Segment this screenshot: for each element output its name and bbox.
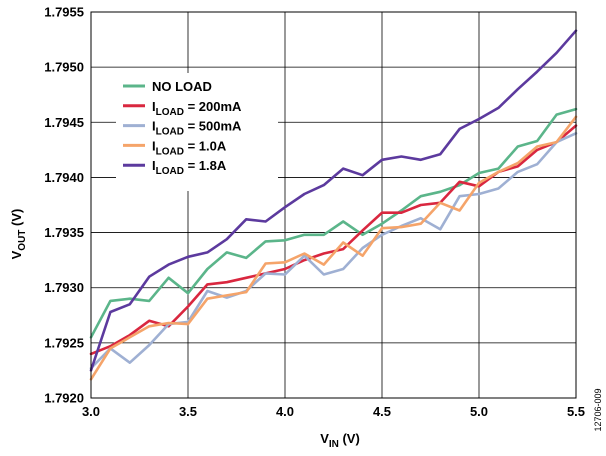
x-tick-label: 3.0 (82, 404, 100, 419)
legend-label-0: NO LOAD (152, 79, 212, 94)
legend-label-sub: LOAD (156, 166, 184, 177)
y-axis-label-tail: (V) (9, 209, 24, 230)
legend-label-main: I (152, 158, 156, 173)
series-line-0 (89, 107, 578, 339)
legend-label-3: ILOAD = 1.0A (152, 138, 227, 157)
grid-lines (90, 11, 577, 399)
figure-id: 12706-009 (593, 388, 603, 431)
x-tick-label: 3.5 (179, 404, 197, 419)
series-line-4 (89, 29, 578, 372)
x-tick-label: 4.0 (276, 404, 294, 419)
legend-label-tail: = 1.8A (184, 158, 227, 173)
x-tick-label: 5.0 (470, 404, 488, 419)
y-tick-labels: 1.7920 1.7925 1.7930 1.7935 1.7940 1.7945 1.79… (44, 5, 84, 406)
legend-label-main: I (152, 99, 156, 114)
legend-label-sub: LOAD (156, 127, 184, 138)
y-tick-label: 1.7925 (44, 335, 84, 350)
legend-label-tail: = 200mA (184, 99, 242, 114)
x-tick-label: 5.5 (567, 404, 585, 419)
legend-label-main: I (152, 119, 156, 134)
y-tick-label: 1.7920 (44, 391, 84, 406)
legend-label-main: I (152, 138, 156, 153)
x-axis-label: VIN (V) (320, 431, 360, 450)
legend-label-tail: = 1.0A (184, 138, 227, 153)
x-axis-label-sub: IN (329, 439, 339, 450)
x-axis-label-main: V (320, 431, 329, 446)
x-axis-label-tail: (V) (339, 431, 360, 446)
legend-label-sub: LOAD (156, 107, 184, 118)
y-tick-label: 1.7950 (44, 60, 84, 75)
x-tick-label: 4.5 (373, 404, 391, 419)
legend-label-main: NO LOAD (152, 79, 212, 94)
y-tick-label: 1.7940 (44, 170, 84, 185)
y-axis-label-sub: OUT (17, 230, 28, 251)
legend-label-1: ILOAD = 200mA (152, 99, 242, 118)
series-line-3 (89, 115, 578, 381)
y-tick-label: 1.7935 (44, 225, 84, 240)
legend-background (116, 73, 278, 191)
legend-label-sub: LOAD (156, 146, 184, 157)
legend-label-tail: = 500mA (184, 119, 242, 134)
y-axis-label-main: V (9, 250, 24, 259)
plot-frame (90, 11, 577, 399)
x-tick-labels: 3.0 3.5 4.0 4.5 5.0 5.5 (82, 404, 585, 419)
series-lines (89, 29, 578, 381)
y-tick-label: 1.7955 (44, 5, 84, 20)
y-axis-label: VOUT (V) (9, 209, 28, 260)
y-tick-label: 1.7930 (44, 280, 84, 295)
y-tick-label: 1.7945 (44, 115, 84, 130)
legend-label-2: ILOAD = 500mA (152, 119, 242, 138)
legend-label-4: ILOAD = 1.8A (152, 158, 227, 177)
